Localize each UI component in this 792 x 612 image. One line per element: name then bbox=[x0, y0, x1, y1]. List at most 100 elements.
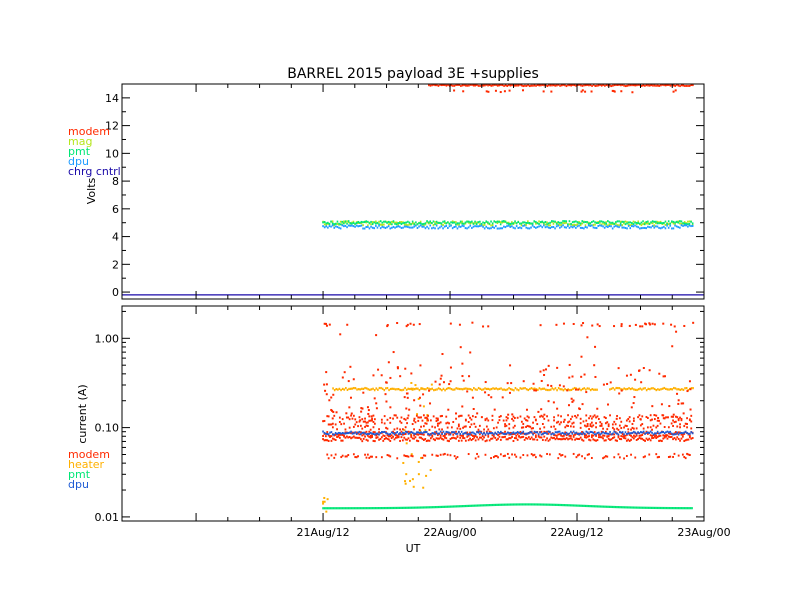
series-modem-point bbox=[558, 384, 561, 387]
series-pmt-point bbox=[322, 221, 324, 224]
series-pmt-point bbox=[563, 504, 566, 507]
series-heater-outlier bbox=[404, 480, 407, 483]
series-dpu-point bbox=[691, 224, 694, 227]
series-dpu-point bbox=[507, 224, 510, 227]
series-dpu-point bbox=[405, 225, 408, 228]
series-pmt-point bbox=[567, 223, 569, 226]
series-pmt-point bbox=[599, 505, 602, 508]
series-dpu-point bbox=[619, 430, 621, 433]
series-pmt-point bbox=[386, 221, 388, 224]
current-y-ticks: 0.010.101.00 bbox=[95, 310, 704, 524]
series-modem-point bbox=[578, 83, 581, 86]
series-mag-point bbox=[371, 221, 374, 224]
series-heater-point bbox=[348, 387, 350, 391]
series-dpu-point bbox=[602, 225, 604, 228]
series-modem-point bbox=[595, 434, 597, 437]
series-modem-point bbox=[572, 452, 575, 455]
series-modem-point bbox=[399, 375, 402, 378]
series-modem-point bbox=[497, 456, 499, 459]
series-modem-outlier bbox=[375, 334, 378, 337]
series-pmt-point bbox=[680, 220, 683, 223]
series-mag-point bbox=[456, 223, 459, 226]
series-pmt-point bbox=[656, 506, 659, 510]
series-modem-point bbox=[562, 322, 565, 325]
series-heater-point bbox=[359, 388, 362, 391]
series-mag-point bbox=[471, 221, 473, 224]
series-modem-point bbox=[677, 437, 680, 440]
series-pmt-point bbox=[550, 503, 552, 506]
series-mag-point bbox=[525, 223, 528, 226]
series-dpu-point bbox=[397, 225, 400, 228]
series-modem-point bbox=[327, 457, 330, 460]
series-modem-point bbox=[571, 415, 574, 418]
series-pmt-point bbox=[651, 220, 654, 223]
series-heater-point bbox=[553, 388, 555, 391]
series-dpu-point bbox=[460, 430, 463, 433]
series-modem-point bbox=[408, 439, 411, 442]
series-pmt-point bbox=[331, 222, 334, 225]
series-modem-point bbox=[493, 408, 496, 411]
series-pmt-point bbox=[667, 506, 669, 510]
series-dpu-point bbox=[662, 430, 665, 433]
series-modem-point bbox=[457, 439, 460, 442]
series-modem-point bbox=[523, 417, 526, 420]
series-pmt-point bbox=[322, 507, 324, 510]
series-modem-point bbox=[396, 416, 399, 419]
series-modem-point bbox=[470, 423, 473, 426]
series-modem-point bbox=[505, 416, 508, 419]
series-dpu-point bbox=[503, 225, 505, 228]
series-modem-point bbox=[589, 424, 592, 427]
series-dpu-point bbox=[647, 225, 649, 228]
series-dpu-point bbox=[376, 432, 379, 435]
series-modem-point bbox=[641, 415, 644, 418]
series-pmt-point bbox=[688, 222, 691, 225]
series-modem-point bbox=[555, 437, 558, 440]
series-modem-point bbox=[628, 420, 631, 423]
series-modem-point bbox=[480, 430, 483, 433]
series-pmt-point bbox=[533, 220, 536, 223]
series-modem-point bbox=[658, 372, 661, 375]
series-dpu-point bbox=[589, 224, 592, 227]
series-heater-point bbox=[340, 388, 342, 392]
series-heater-point bbox=[617, 386, 619, 390]
series-dpu-point bbox=[556, 431, 558, 434]
series-dpu-point bbox=[687, 432, 690, 435]
series-modem-point bbox=[495, 426, 498, 429]
series-dpu-point bbox=[528, 227, 531, 230]
series-pmt-point bbox=[602, 220, 604, 223]
series-dpu-point bbox=[368, 432, 371, 435]
series-modem-point bbox=[325, 322, 328, 325]
series-modem-point bbox=[474, 434, 477, 437]
series-modem-point bbox=[435, 417, 438, 420]
series-dpu-point bbox=[341, 224, 344, 227]
series-pmt-point bbox=[387, 220, 390, 223]
series-modem-point bbox=[631, 436, 634, 439]
series-pmt-point bbox=[530, 222, 532, 225]
series-pmt-point bbox=[333, 223, 336, 226]
series-pmt-point bbox=[557, 503, 560, 507]
series-pmt-point bbox=[586, 220, 588, 223]
series-modem-point bbox=[597, 433, 600, 436]
series-dpu-point bbox=[416, 431, 418, 434]
series-heater-point bbox=[677, 388, 680, 391]
series-dpu-point bbox=[641, 431, 644, 434]
series-modem-point bbox=[487, 419, 490, 422]
series-modem-point bbox=[443, 434, 446, 437]
series-modem-point bbox=[606, 382, 609, 385]
series-pmt-point bbox=[360, 220, 363, 223]
series-modem-point bbox=[511, 84, 513, 87]
series-modem-point bbox=[631, 84, 633, 87]
series-modem-point bbox=[642, 427, 645, 430]
series-modem-point bbox=[662, 434, 665, 437]
series-mag-point bbox=[683, 221, 686, 224]
series-pmt-point bbox=[350, 507, 353, 510]
series-modem-point bbox=[606, 421, 609, 424]
series-pmt-point bbox=[629, 506, 632, 509]
series-modem-point bbox=[552, 84, 555, 87]
series-modem-point bbox=[645, 84, 648, 87]
series-modem-point bbox=[448, 440, 450, 443]
series-modem-point bbox=[680, 84, 683, 87]
series-pmt-point bbox=[618, 220, 620, 223]
series-pmt-point bbox=[663, 221, 665, 224]
series-modem-point bbox=[644, 84, 646, 87]
